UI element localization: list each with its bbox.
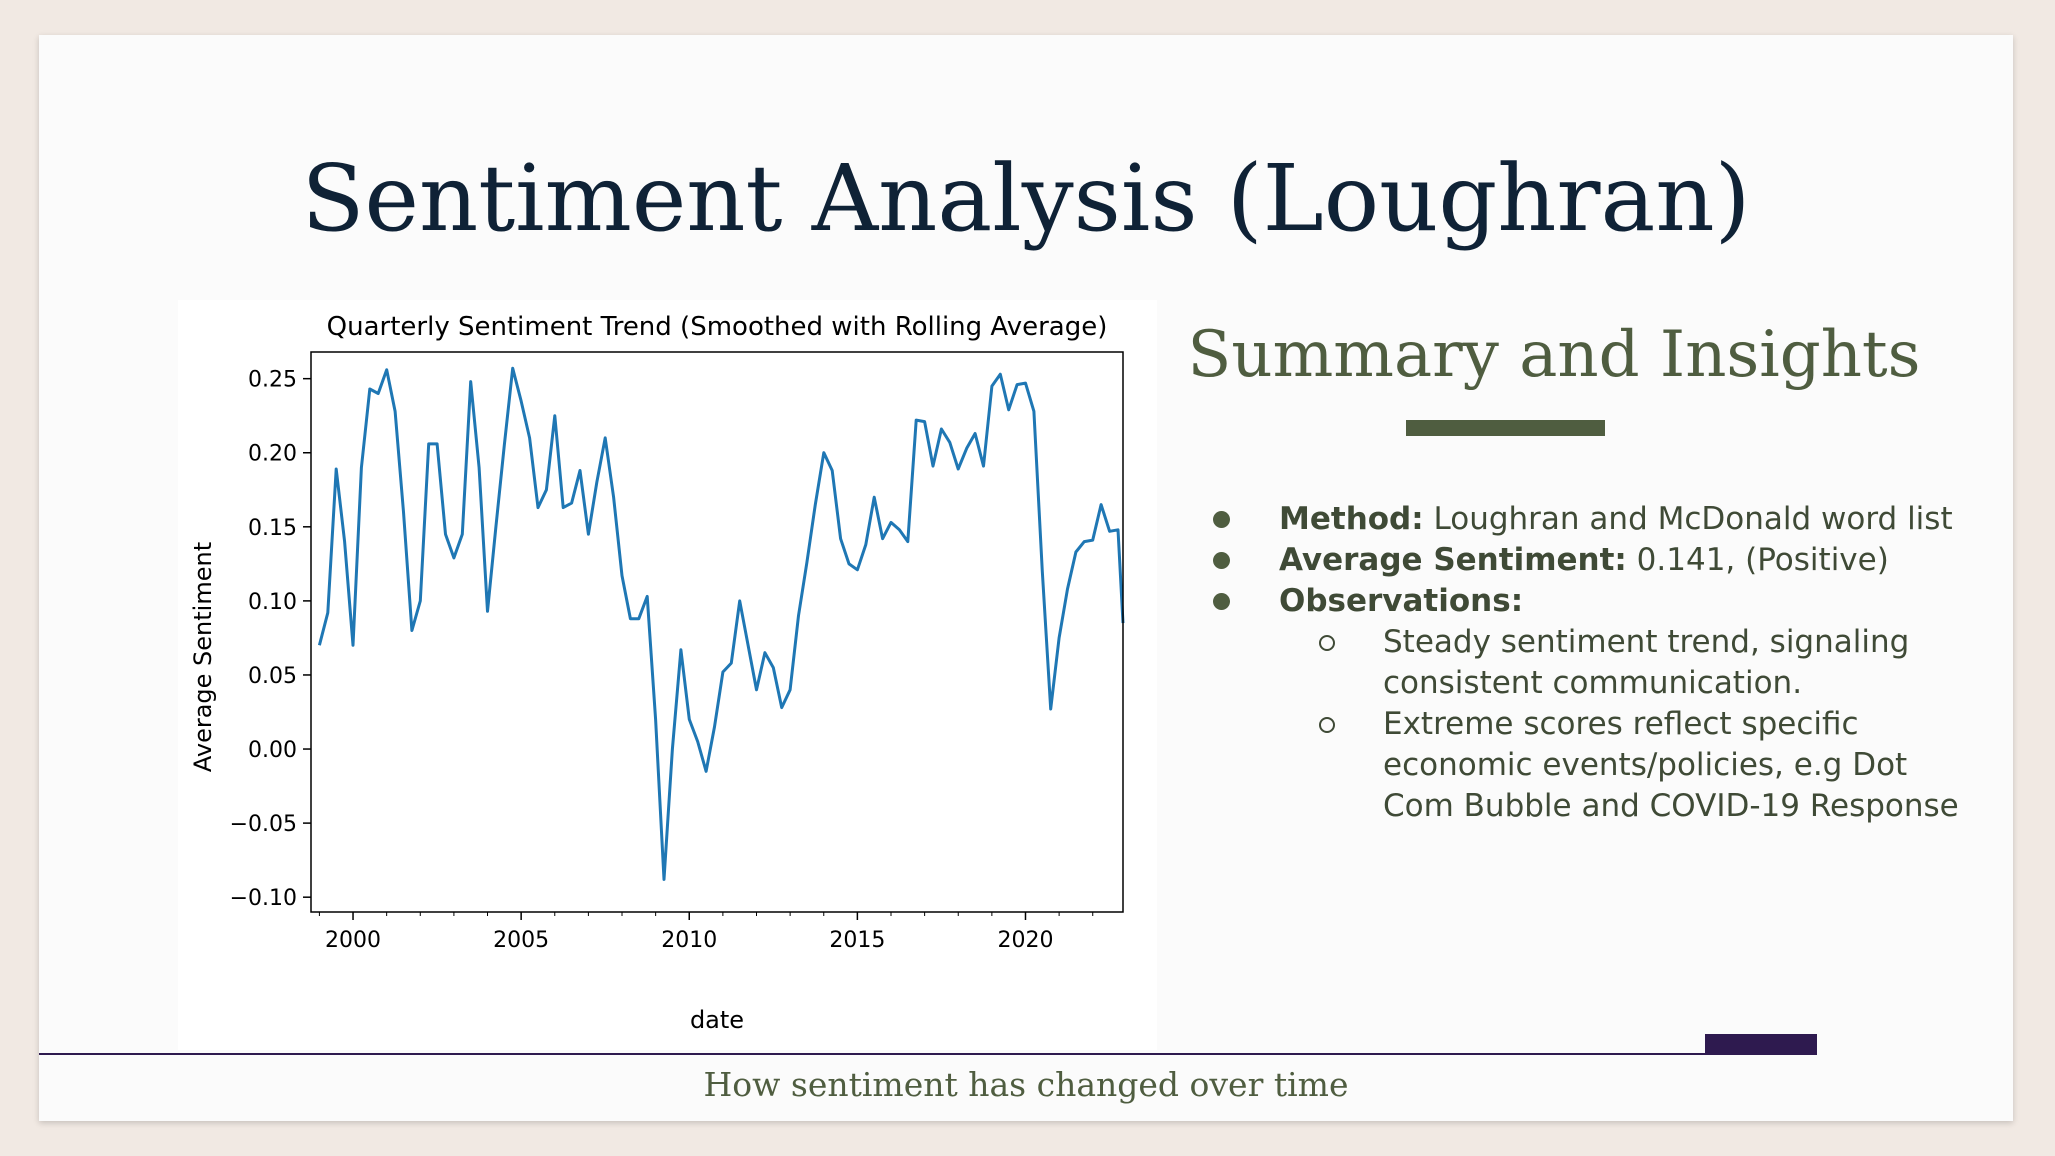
y-tick-label: 0.00 [248,738,297,763]
sub-bullet-line: Steady sentiment trend, signaling [1383,624,1910,660]
bullet-label: Observations: [1279,583,1524,619]
x-tick-label: 2005 [493,928,549,953]
sub-bullet-steady-trend: Steady sentiment trend, signaling consis… [1209,622,2009,704]
sub-bullet-line: Com Bubble and COVID-19 Response [1383,788,1959,824]
series-line [317,366,1125,881]
x-tick-label: 2000 [325,928,381,953]
bullet-dot-icon [1213,552,1230,569]
y-tick-label: 0.25 [248,368,297,393]
bullet-text: Loughran and McDonald word list [1423,501,1953,537]
x-axis-label: date [690,1006,744,1034]
plot-frame [310,351,1124,913]
bullet-average-sentiment: Average Sentiment: 0.141, (Positive) [1209,540,2009,581]
summary-bullets: Method: Loughran and McDonald word list … [1209,499,2009,827]
sub-bullet-line: economic events/policies, e.g Dot [1383,747,1908,783]
heading-underline [1406,420,1605,436]
slide-title: Sentiment Analysis (Loughran) [301,145,1751,252]
y-tick-label: 0.15 [248,516,297,541]
y-axis-label: Average Sentiment [189,542,217,772]
slide: Sentiment Analysis (Loughran) Quarterly … [39,35,2013,1121]
bullet-observations: Observations: [1209,581,2009,622]
y-tick-label: −0.10 [230,886,297,911]
footer-accent-block [1705,1034,1817,1055]
footer-caption: How sentiment has changed over time [703,1065,1349,1104]
x-tick-label: 2020 [997,928,1053,953]
footer-divider [39,1053,1780,1055]
bullet-dot-icon [1213,511,1230,528]
bullet-text: 0.141, (Positive) [1626,542,1889,578]
sub-bullet-circle-icon [1319,717,1335,733]
bullet-label: Method: [1279,501,1424,537]
y-tick-label: 0.20 [248,442,297,467]
bullet-dot-icon [1213,593,1230,610]
sub-bullet-circle-icon [1319,635,1335,651]
bullet-label: Average Sentiment: [1279,542,1627,578]
sub-bullet-line: Extreme scores reflect specific [1383,706,1859,742]
y-tick-label: 0.05 [248,664,297,689]
chart-svg: Quarterly Sentiment Trend (Smoothed with… [189,312,1125,1034]
bullet-method: Method: Loughran and McDonald word list [1209,499,2009,540]
x-tick-label: 2010 [661,928,717,953]
chart-title: Quarterly Sentiment Trend (Smoothed with… [327,312,1108,342]
summary-heading: Summary and Insights [1187,318,1921,392]
y-tick-label: 0.10 [248,590,297,615]
x-tick-label: 2015 [829,928,885,953]
sub-bullet-extreme-scores: Extreme scores reflect specific economic… [1209,704,2009,827]
sub-bullet-line: consistent communication. [1383,665,1803,701]
y-tick-label: −0.05 [230,812,297,837]
sentiment-chart: Quarterly Sentiment Trend (Smoothed with… [178,300,1157,1050]
